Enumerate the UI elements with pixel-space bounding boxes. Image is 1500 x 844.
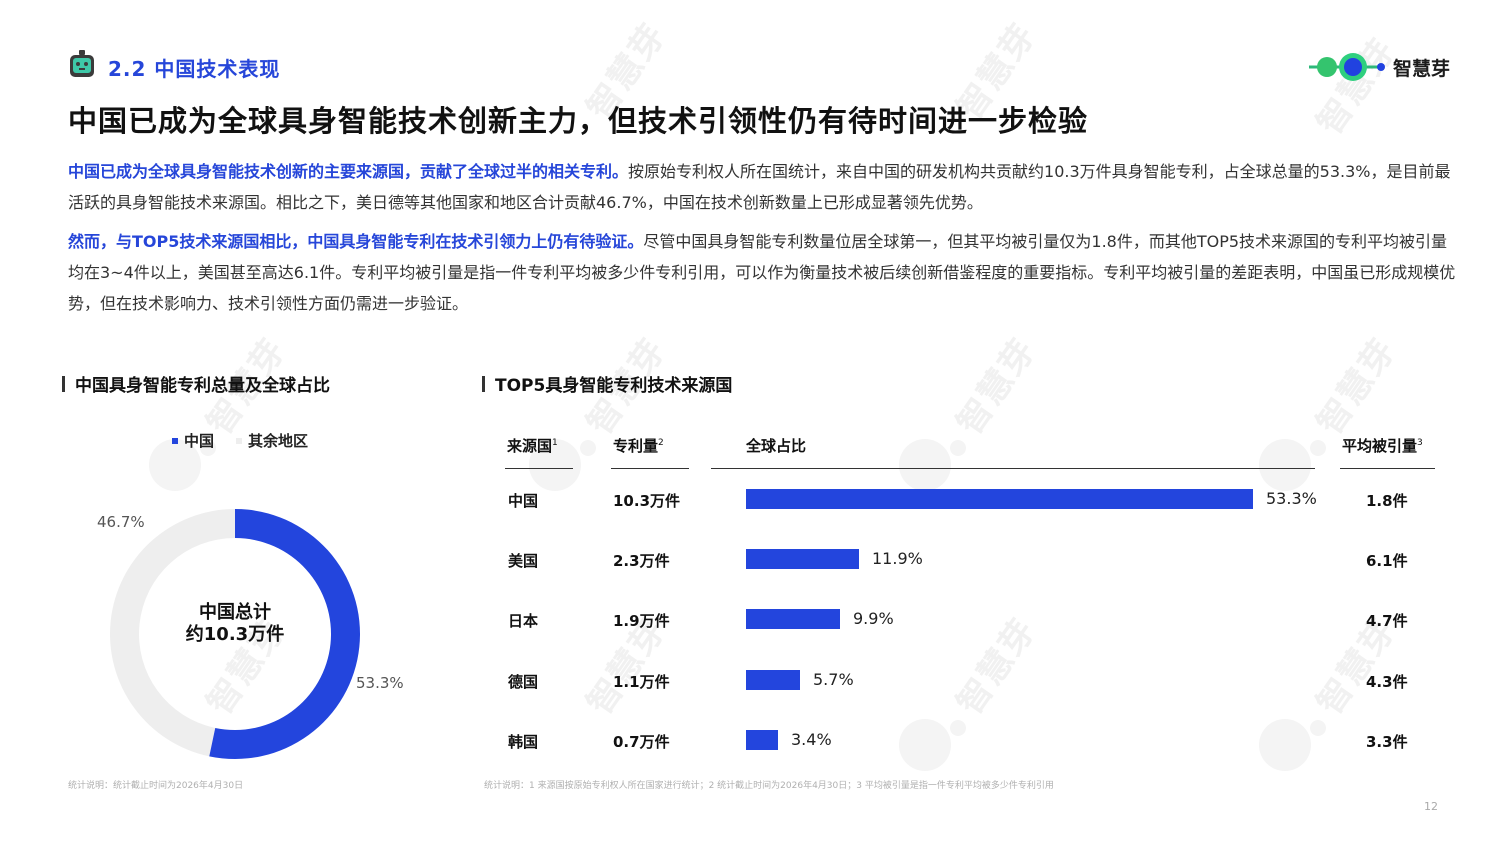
- table-cell-cite: 6.1件: [1366, 552, 1408, 571]
- bar-2: [746, 609, 840, 630]
- right-panel-title-text: TOP5具身智能专利技术来源国: [495, 376, 733, 396]
- header-underline: [1340, 468, 1435, 469]
- col-header-share: 全球占比: [746, 437, 807, 455]
- bar-value-label: 5.7%: [813, 669, 854, 689]
- bar-3: [746, 669, 800, 690]
- donut-center-label: 中国总计 约10.3万件: [145, 602, 325, 646]
- col-header-count: 专利量2: [613, 435, 664, 456]
- paragraph-1-body: 按原始专利权人所在国统计，来自中国的研发机构共贡献约10.3万件具身智能专利，占…: [68, 162, 1451, 212]
- donut-center-line1: 中国总计: [199, 602, 271, 623]
- legend-item-china: 中国: [172, 430, 214, 451]
- legend-swatch: [172, 437, 178, 444]
- watermark-text: 智慧芽: [1309, 330, 1405, 443]
- donut-chart: [110, 509, 361, 759]
- paragraph-2-body: 尽管中国具身智能专利数量位居全球第一，但其平均被引量仅为1.8件，而其他TOP5…: [68, 232, 1456, 313]
- donut-label-rest: 46.7%: [97, 513, 145, 531]
- donut-legend: 中国 其余地区: [172, 430, 308, 451]
- title-bar: [482, 375, 485, 392]
- donut-center-line2: 约10.3万件: [185, 624, 285, 645]
- col-header-cite: 平均被引量3: [1342, 435, 1423, 456]
- table-cell-count: 2.3万件: [613, 552, 670, 571]
- watermark-text: 智慧芽: [1309, 30, 1405, 143]
- paragraph-1: 中国已成为全球具身智能技术创新的主要来源国，贡献了全球过半的相关专利。按原始专利…: [68, 156, 1458, 218]
- legend-label-rest: 其余地区: [248, 432, 309, 450]
- table-cell-country: 美国: [508, 552, 539, 571]
- table-cell-cite: 4.7件: [1366, 612, 1408, 631]
- table-cell-cite: 1.8件: [1366, 492, 1408, 510]
- bar-1: [746, 549, 859, 570]
- legend-label-china: 中国: [184, 432, 215, 450]
- table-cell-count: 1.9万件: [613, 612, 670, 631]
- brand-mark-icon: [1308, 53, 1385, 81]
- donut-slice-rest: [110, 509, 235, 757]
- footnote-marker: 1: [552, 438, 558, 448]
- left-panel-title: 中国具身智能专利总量及全球占比: [62, 371, 330, 396]
- section-label: 2.2 中国技术表现: [108, 57, 281, 81]
- paragraph-2: 然而，与TOP5技术来源国相比，中国具身智能专利在技术引领力上仍有待验证。尽管中…: [68, 226, 1458, 319]
- col-header-country-text: 来源国: [507, 437, 553, 455]
- table-cell-count: 1.1万件: [613, 672, 670, 691]
- bar-value-label: 53.3%: [1266, 489, 1317, 508]
- watermark-text: 智慧芽: [949, 610, 1045, 723]
- table-cell-country: 中国: [508, 492, 539, 510]
- legend-swatch: [236, 437, 243, 444]
- title-bar: [62, 375, 65, 392]
- watermark-blob-icon: [899, 719, 966, 771]
- paragraph-1-highlight: 中国已成为全球具身智能技术创新的主要来源国，贡献了全球过半的相关专利。: [68, 162, 629, 181]
- table-cell-cite: 4.3件: [1366, 672, 1408, 691]
- bar-0: [746, 489, 1253, 509]
- watermark-text: 智慧芽: [949, 330, 1045, 443]
- robot-icon: [70, 50, 94, 77]
- paragraph-2-highlight: 然而，与TOP5技术来源国相比，中国具身智能专利在技术引领力上仍有待验证。: [68, 232, 644, 251]
- brand-name: 智慧芽: [1392, 57, 1450, 80]
- donut-label-china: 53.3%: [356, 674, 404, 692]
- left-panel-title-text: 中国具身智能专利总量及全球占比: [75, 376, 330, 396]
- table-cell-country: 日本: [508, 612, 539, 631]
- bar-value-label: 11.9%: [872, 549, 923, 569]
- watermark-blob-icon: [1259, 719, 1326, 771]
- donut-slice-china: [209, 509, 361, 759]
- table-cell-cite: 3.3件: [1366, 732, 1408, 751]
- header-underline: [711, 468, 1315, 469]
- bar-value-label: 9.9%: [853, 609, 894, 629]
- page-number: 12: [1424, 800, 1438, 813]
- brand-logo: 智慧芽: [1305, 50, 1450, 84]
- left-footnote: 统计说明：统计截止时间为2026年4月30日: [68, 781, 244, 791]
- footnote-marker: 2: [658, 438, 664, 448]
- col-header-cite-text: 平均被引量: [1342, 437, 1418, 455]
- col-header-count-text: 专利量: [613, 437, 659, 455]
- header-underline: [505, 468, 573, 469]
- header-underline: [611, 468, 689, 469]
- footnote-marker: 3: [1417, 438, 1423, 448]
- page-title: 中国已成为全球具身智能技术创新主力，但技术引领性仍有待时间进一步检验: [68, 104, 1089, 138]
- right-footnote: 统计说明：1 来源国按原始专利权人所在国家进行统计；2 统计截止时间为2026年…: [484, 781, 1054, 791]
- table-cell-country: 韩国: [508, 732, 539, 751]
- table-cell-count: 10.3万件: [613, 492, 681, 510]
- bar-value-label: 3.4%: [791, 729, 832, 749]
- table-cell-country: 德国: [508, 672, 539, 691]
- right-panel-title: TOP5具身智能专利技术来源国: [482, 371, 732, 396]
- bar-4: [746, 729, 778, 750]
- legend-item-rest: 其余地区: [236, 430, 308, 451]
- col-header-country: 来源国1: [507, 435, 558, 456]
- table-cell-count: 0.7万件: [613, 732, 670, 751]
